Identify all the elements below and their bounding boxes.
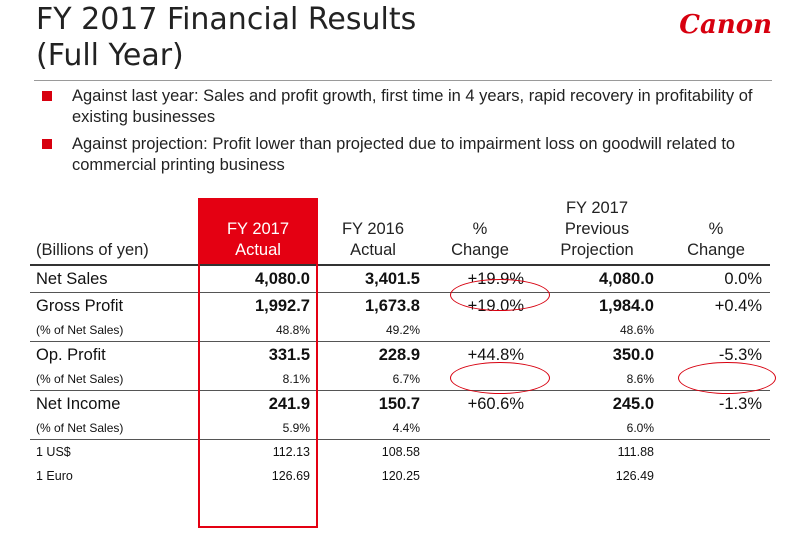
cell-fy2016: 120.25: [381, 469, 420, 483]
table-row-op-profit: Op. Profit 331.5 228.9 +44.8% 350.0 -5.3…: [30, 341, 770, 368]
cell-fy2016: 4.4%: [392, 421, 420, 435]
header-pct-change: % Change: [428, 198, 532, 266]
cell-change: [428, 464, 532, 488]
cell-fy2017: 4,080.0: [254, 269, 310, 288]
cell-projection: 48.6%: [619, 323, 654, 337]
cell-fy2017: 1,992.7: [198, 292, 318, 319]
canon-logo: Canon: [679, 10, 772, 40]
table-row-net-income: Net Income 241.9 150.7 +60.6% 245.0 -1.3…: [30, 390, 770, 417]
bullet-square-icon: [42, 91, 52, 101]
cell-change: [428, 319, 532, 342]
cell-fy2017: 8.1%: [282, 372, 310, 386]
bullet-text: Against projection: Profit lower than pr…: [72, 135, 736, 174]
row-label: 1 Euro: [36, 469, 73, 483]
cell-projection: 111.88: [532, 439, 662, 464]
title-line-2: (Full Year): [36, 38, 184, 73]
cell-change-projection: -5.3%: [662, 341, 770, 368]
cell-change-projection: [662, 464, 770, 488]
table-row-net-margin: (% of Net Sales) 5.9% 4.4% 6.0%: [30, 417, 770, 440]
cell-fy2017: 48.8%: [275, 323, 310, 337]
cell-change: +44.8%: [428, 341, 532, 368]
cell-projection: 126.49: [615, 469, 654, 483]
cell-projection: 1,984.0: [532, 292, 662, 319]
table-row-usd-rate: 1 US$ 112.13 108.58 111.88: [30, 439, 770, 464]
title-line-1: FY 2017 Financial Results: [36, 2, 417, 37]
cell-fy2016: 150.7: [318, 390, 428, 417]
bullet-item: Against projection: Profit lower than pr…: [40, 134, 780, 176]
row-label: Net Sales: [36, 269, 108, 288]
cell-fy2016: 49.2%: [385, 323, 420, 337]
cell-change-projection: [662, 319, 770, 342]
cell-fy2017: 126.69: [271, 469, 310, 483]
cell-fy2016: 1,673.8: [318, 292, 428, 319]
row-label: Op. Profit: [30, 341, 198, 368]
cell-change-projection: 0.0%: [724, 269, 762, 288]
cell-fy2017: 5.9%: [282, 421, 310, 435]
cell-projection: 8.6%: [626, 372, 654, 386]
results-table: (Billions of yen) FY 2017 Actual FY 2016 A…: [30, 198, 770, 488]
row-label: (% of Net Sales): [36, 323, 124, 337]
table-row-op-margin: (% of Net Sales) 8.1% 6.7% 8.6%: [30, 368, 770, 391]
results-table-area: (Billions of yen) FY 2017 Actual FY 2016 A…: [30, 198, 776, 528]
table-header-row: (Billions of yen) FY 2017 Actual FY 2016 A…: [30, 198, 770, 266]
bullet-item: Against last year: Sales and profit grow…: [40, 86, 780, 128]
cell-change: [428, 439, 532, 464]
row-label: Gross Profit: [30, 292, 198, 319]
header-fy2016-actual: FY 2016 Actual: [318, 198, 428, 266]
cell-change: +19.0%: [428, 292, 532, 319]
cell-fy2016: 3,401.5: [364, 269, 420, 288]
cell-change: +60.6%: [428, 390, 532, 417]
cell-change: +19.9%: [467, 269, 524, 288]
bullet-square-icon: [42, 139, 52, 149]
row-label: Net Income: [30, 390, 198, 417]
cell-change: [428, 368, 532, 391]
cell-fy2016: 6.7%: [392, 372, 420, 386]
row-label: 1 US$: [30, 439, 198, 464]
cell-change-projection: -1.3%: [662, 390, 770, 417]
bullet-list: Against last year: Sales and profit grow…: [40, 86, 780, 182]
cell-fy2016: 108.58: [318, 439, 428, 464]
table-row-euro-rate: 1 Euro 126.69 120.25 126.49: [30, 464, 770, 488]
table-row-gross-margin: (% of Net Sales) 48.8% 49.2% 48.6%: [30, 319, 770, 342]
cell-projection: 245.0: [532, 390, 662, 417]
cell-fy2017: 112.13: [198, 439, 318, 464]
cell-fy2017: 331.5: [198, 341, 318, 368]
slide-title: FY 2017 Financial Results (Full Year): [36, 2, 416, 74]
cell-projection: 6.0%: [626, 421, 654, 435]
table-row-gross-profit: Gross Profit 1,992.7 1,673.8 +19.0% 1,98…: [30, 292, 770, 319]
row-label: (% of Net Sales): [36, 421, 124, 435]
header-fy2017-actual: FY 2017 Actual: [198, 198, 318, 266]
cell-projection: 350.0: [532, 341, 662, 368]
cell-change-projection: [662, 439, 770, 464]
bullet-text: Against last year: Sales and profit grow…: [72, 87, 753, 126]
table-row-net-sales: Net Sales 4,080.0 3,401.5 +19.9% 4,080.0…: [30, 265, 770, 293]
cell-fy2017: 241.9: [198, 390, 318, 417]
header-pct-change-projection: % Change: [662, 198, 770, 266]
cell-fy2016: 228.9: [318, 341, 428, 368]
cell-projection: 4,080.0: [598, 269, 654, 288]
cell-change-projection: [662, 368, 770, 391]
header-previous-projection: FY 2017 Previous Projection: [532, 198, 662, 266]
cell-change: [428, 417, 532, 440]
title-divider: [34, 80, 772, 81]
units-label: (Billions of yen): [30, 198, 198, 266]
row-label: (% of Net Sales): [36, 372, 124, 386]
cell-change-projection: [662, 417, 770, 440]
cell-change-projection: +0.4%: [662, 292, 770, 319]
